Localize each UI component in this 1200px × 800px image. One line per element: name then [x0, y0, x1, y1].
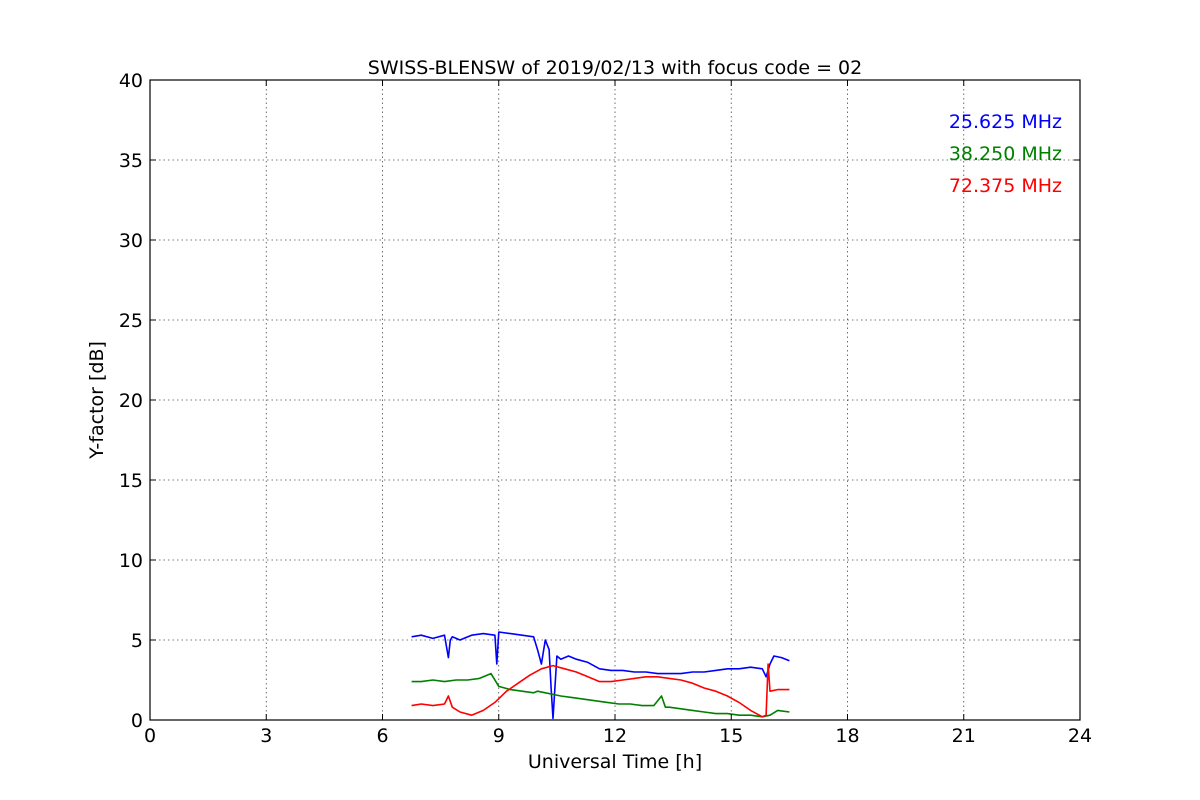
chart-title: SWISS-BLENSW of 2019/02/13 with focus co… — [368, 57, 862, 79]
plot-series — [411, 631, 790, 720]
x-tick-label: 15 — [719, 725, 743, 747]
legend-entry-3: 72.375 MHz — [949, 175, 1062, 197]
y-axis-label: Y-factor [dB] — [86, 341, 108, 460]
y-tick-label: 0 — [131, 710, 143, 732]
series-line-3 — [411, 663, 790, 718]
y-tick-label: 5 — [131, 630, 143, 652]
y-tick-label: 35 — [119, 150, 143, 172]
x-tick-label: 24 — [1068, 725, 1092, 747]
y-tick-label: 15 — [119, 470, 143, 492]
legend: 25.625 MHz 38.250 MHz 72.375 MHz — [949, 111, 1062, 197]
series-line-1 — [411, 631, 790, 720]
axis-ticks: 0 3 6 9 12 15 18 21 24 0 5 10 15 20 25 30 35 40 — [119, 70, 1092, 747]
x-axis-label: Universal Time [h] — [528, 751, 702, 773]
y-tick-label: 25 — [119, 310, 143, 332]
legend-entry-1: 25.625 MHz — [949, 111, 1062, 133]
x-tick-label: 12 — [603, 725, 627, 747]
grid — [150, 80, 1080, 720]
x-tick-label: 9 — [493, 725, 505, 747]
y-tick-label: 40 — [119, 70, 143, 92]
legend-entry-2: 38.250 MHz — [949, 143, 1062, 165]
y-tick-label: 20 — [119, 390, 143, 412]
x-tick-label: 21 — [952, 725, 976, 747]
x-tick-label: 3 — [260, 725, 272, 747]
x-tick-label: 18 — [835, 725, 859, 747]
y-tick-label: 10 — [119, 550, 143, 572]
x-tick-label: 0 — [144, 725, 156, 747]
y-tick-label: 30 — [119, 230, 143, 252]
series-line-2 — [411, 672, 790, 718]
x-tick-label: 6 — [376, 725, 388, 747]
